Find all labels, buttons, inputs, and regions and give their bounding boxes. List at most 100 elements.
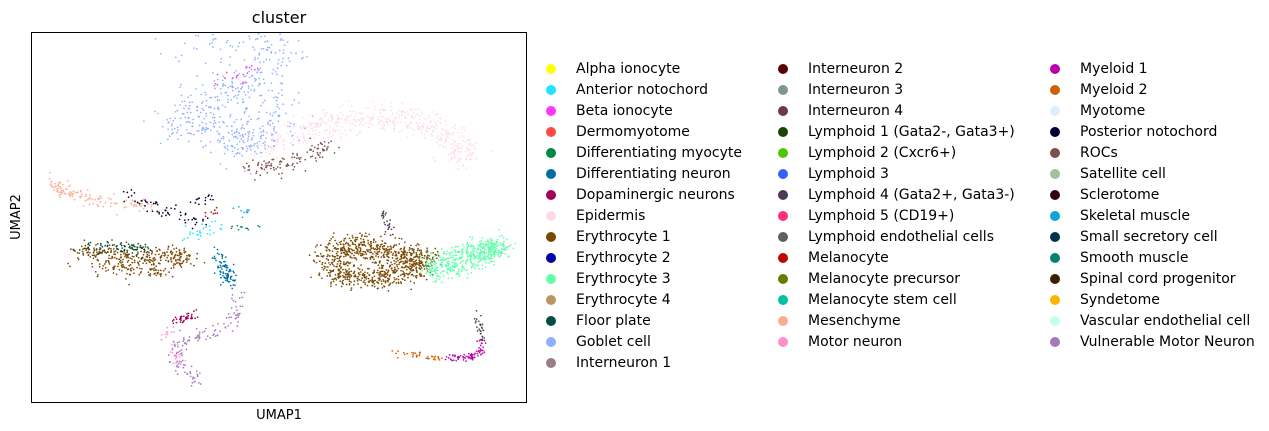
data-point: [329, 115, 332, 117]
data-point: [93, 247, 95, 250]
data-point: [315, 123, 318, 126]
data-point: [383, 124, 386, 127]
data-point: [356, 277, 359, 280]
data-point: [467, 255, 469, 258]
data-point: [491, 260, 493, 262]
data-point: [98, 263, 101, 265]
data-point: [212, 334, 214, 337]
data-point: [278, 114, 281, 117]
data-point: [330, 113, 333, 115]
data-point: [227, 275, 229, 277]
data-point: [268, 145, 271, 148]
data-point: [358, 123, 360, 126]
data-point: [423, 275, 425, 277]
data-point: [161, 125, 164, 128]
legend-marker: [778, 106, 788, 116]
data-point: [384, 129, 386, 132]
data-point: [100, 252, 103, 255]
data-point: [260, 94, 263, 97]
data-point: [498, 235, 501, 238]
data-point: [362, 118, 365, 120]
data-point: [395, 278, 398, 280]
data-point: [242, 81, 244, 84]
data-point: [123, 245, 126, 248]
data-point: [213, 80, 216, 82]
data-point: [337, 268, 340, 271]
data-point: [467, 149, 470, 152]
data-point: [463, 356, 465, 359]
data-point: [321, 277, 323, 280]
data-point: [97, 274, 99, 276]
data-point: [413, 282, 416, 284]
data-point: [500, 244, 502, 246]
data-point: [189, 111, 192, 114]
data-point: [432, 358, 435, 361]
data-point: [260, 71, 263, 74]
data-point: [419, 275, 422, 277]
data-point: [276, 105, 279, 108]
data-point: [351, 252, 353, 255]
data-point: [296, 162, 299, 165]
data-point: [178, 253, 181, 255]
data-point: [432, 129, 435, 132]
data-point: [201, 331, 204, 334]
data-point: [303, 136, 306, 139]
data-point: [478, 346, 480, 349]
data-point: [150, 263, 153, 266]
data-point: [347, 254, 350, 256]
data-point: [205, 338, 207, 341]
data-point: [449, 254, 451, 257]
data-point: [383, 221, 386, 224]
data-point: [479, 252, 482, 255]
data-point: [130, 189, 133, 191]
plot-frame: [31, 32, 527, 403]
data-point: [386, 253, 388, 256]
data-point: [278, 49, 281, 52]
data-point: [477, 264, 480, 266]
data-point: [477, 247, 479, 249]
data-point: [420, 249, 422, 252]
data-point: [123, 206, 126, 209]
data-point: [143, 249, 146, 252]
data-point: [105, 270, 107, 272]
legend-label: Dermomyotome: [576, 124, 690, 140]
data-point: [489, 246, 492, 249]
data-point: [237, 321, 239, 323]
legend-label: Alpha ionocyte: [576, 61, 681, 77]
data-point: [237, 74, 239, 77]
data-point: [247, 91, 249, 94]
data-point: [167, 248, 169, 250]
data-point: [390, 105, 392, 108]
data-point: [504, 248, 507, 251]
data-point: [412, 261, 415, 263]
data-point: [142, 207, 145, 210]
data-point: [315, 125, 318, 128]
data-point: [340, 266, 343, 269]
data-point: [459, 150, 462, 153]
data-point: [213, 333, 215, 335]
data-point: [418, 261, 421, 264]
data-point: [130, 202, 132, 205]
data-point: [171, 123, 174, 125]
data-point: [225, 41, 228, 44]
legend-label: Lymphoid endothelial cells: [808, 229, 994, 245]
data-point: [179, 321, 182, 323]
legend-marker: [546, 169, 556, 179]
data-point: [495, 245, 498, 248]
data-point: [266, 46, 269, 49]
data-point: [373, 271, 375, 273]
data-point: [252, 129, 255, 131]
data-point: [436, 257, 438, 260]
data-point: [198, 197, 201, 199]
data-point: [260, 47, 263, 50]
data-point: [362, 274, 365, 277]
data-point: [404, 115, 406, 118]
data-point: [300, 127, 303, 130]
data-point: [473, 317, 476, 320]
data-point: [241, 134, 244, 137]
data-point: [123, 249, 126, 252]
data-point: [250, 144, 252, 147]
legend-marker: [546, 127, 556, 137]
data-point: [179, 255, 182, 258]
data-point: [330, 136, 333, 139]
